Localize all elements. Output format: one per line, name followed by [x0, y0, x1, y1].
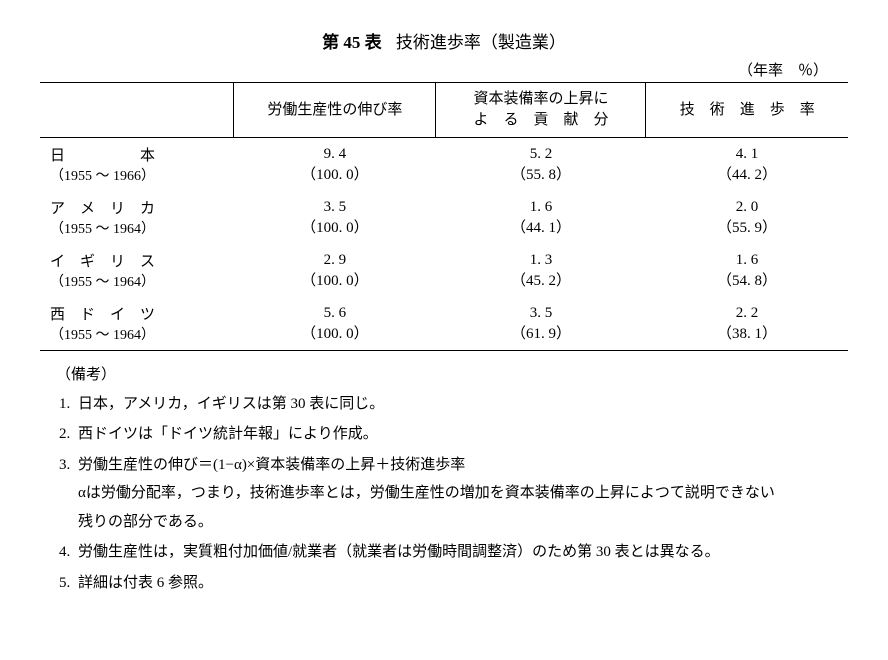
- country-name: イ ギ リ ス: [50, 250, 224, 271]
- header-capital: 資本装備率の上昇に よ る 貢 献 分: [436, 83, 646, 138]
- notes-list: 日本，アメリカ，イギリスは第 30 表に同じ。西ドイツは「ドイツ統計年報」により…: [56, 390, 776, 600]
- country-years: （1955 〜 1966）: [50, 169, 155, 184]
- cell-pct: （44. 1）: [446, 216, 636, 237]
- table-row: 日 本 （1955 〜 1966） 9. 4（100. 0） 5. 2（55. 8） 4…: [40, 138, 848, 192]
- cell-pct: （44. 2）: [656, 163, 838, 184]
- country-name: ア メ リ カ: [50, 197, 224, 218]
- cell-value: 4. 1: [656, 146, 838, 163]
- note-item: 労働生産性は，実質粗付加価値/就業者（就業者は労働時間調整済）のため第 30 表…: [74, 538, 776, 567]
- notes-label: （備考）: [56, 361, 126, 390]
- note-item: 日本，アメリカ，イギリスは第 30 表に同じ。: [74, 390, 776, 419]
- cell-value: 3. 5: [446, 305, 636, 322]
- country-years: （1955 〜 1964）: [50, 275, 155, 290]
- cell-value: 3. 5: [244, 199, 426, 216]
- table-title-text: 技術進歩率（製造業）: [396, 33, 566, 52]
- country-name: 西 ド イ ツ: [50, 303, 224, 324]
- unit-label: （年率 ％）: [40, 59, 848, 80]
- cell-pct: （55. 9）: [656, 216, 838, 237]
- cell-pct: （100. 0）: [244, 163, 426, 184]
- cell-value: 1. 6: [446, 199, 636, 216]
- cell-value: 1. 3: [446, 252, 636, 269]
- cell-value: 9. 4: [244, 146, 426, 163]
- country-years: （1955 〜 1964）: [50, 328, 155, 343]
- note-item: 西ドイツは「ドイツ統計年報」により作成。: [74, 420, 776, 449]
- cell-value: 2. 0: [656, 199, 838, 216]
- table-title: 第 45 表 技術進歩率（製造業）: [40, 28, 848, 53]
- cell-pct: （38. 1）: [656, 322, 838, 343]
- table-row: 西 ド イ ツ （1955 〜 1964） 5. 6（100. 0） 3. 5（61.…: [40, 297, 848, 351]
- header-country: [40, 83, 234, 138]
- country-name: 日 本: [50, 144, 224, 165]
- cell-pct: （45. 2）: [446, 269, 636, 290]
- table-row: イ ギ リ ス （1955 〜 1964） 2. 9（100. 0） 1. 3（45.…: [40, 244, 848, 297]
- country-years: （1955 〜 1964）: [50, 222, 155, 237]
- cell-pct: （100. 0）: [244, 322, 426, 343]
- cell-value: 2. 9: [244, 252, 426, 269]
- table-number: 第 45 表: [322, 33, 382, 52]
- cell-value: 5. 2: [446, 146, 636, 163]
- notes-section: （備考） 日本，アメリカ，イギリスは第 30 表に同じ。西ドイツは「ドイツ統計年…: [40, 361, 848, 599]
- cell-value: 2. 2: [656, 305, 838, 322]
- data-table: 労働生産性の伸び率 資本装備率の上昇に よ る 貢 献 分 技 術 進 歩 率 …: [40, 82, 848, 351]
- cell-pct: （100. 0）: [244, 216, 426, 237]
- cell-pct: （55. 8）: [446, 163, 636, 184]
- cell-pct: （61. 9）: [446, 322, 636, 343]
- header-tech: 技 術 進 歩 率: [646, 83, 848, 138]
- table-row: ア メ リ カ （1955 〜 1964） 3. 5（100. 0） 1. 6（44.…: [40, 191, 848, 244]
- note-item: 労働生産性の伸び＝(1−α)×資本装備率の上昇＋技術進歩率αは労働分配率，つまり…: [74, 451, 776, 537]
- cell-value: 1. 6: [656, 252, 838, 269]
- cell-pct: （54. 8）: [656, 269, 838, 290]
- cell-pct: （100. 0）: [244, 269, 426, 290]
- header-productivity: 労働生産性の伸び率: [234, 83, 436, 138]
- note-item: 詳細は付表 6 参照。: [74, 569, 776, 598]
- cell-value: 5. 6: [244, 305, 426, 322]
